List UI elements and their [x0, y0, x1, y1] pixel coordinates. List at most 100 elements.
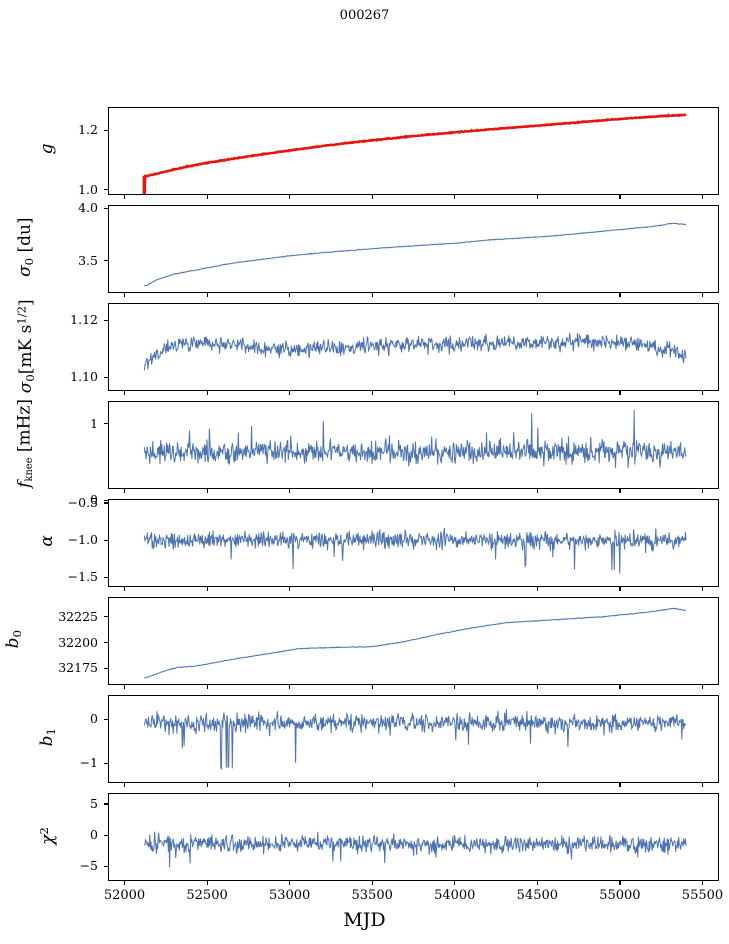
y-tick-mark	[104, 642, 108, 644]
x-tick-mark	[701, 195, 704, 199]
x-tick-mark	[454, 783, 456, 787]
x-tick-mark	[206, 685, 208, 689]
y-tick-label: 1.2	[78, 122, 98, 138]
x-tick-mark	[124, 195, 126, 199]
x-tick-mark	[619, 587, 621, 591]
y-tick-mark	[104, 616, 108, 618]
x-tick-mark	[701, 293, 704, 297]
y-tick-mark	[104, 376, 108, 378]
x-tick-mark	[206, 391, 208, 395]
y-tick-mark	[104, 576, 108, 578]
y-tick-mark	[104, 667, 108, 670]
y-axis-label-chi2: χ2	[36, 827, 59, 845]
y-tick-label: −1.5	[67, 569, 98, 585]
y-tick-mark	[104, 319, 108, 322]
x-tick-mark	[371, 587, 373, 591]
y-tick-label: −1.0	[67, 532, 98, 548]
x-tick-mark	[289, 783, 291, 787]
y-tick-mark	[104, 260, 108, 262]
y-tick-label: 0	[90, 492, 98, 508]
x-tick-mark	[371, 783, 373, 787]
y-tick-mark	[104, 502, 108, 504]
x-tick-mark	[536, 195, 538, 199]
y-axis-label-alpha: α	[37, 535, 58, 547]
x-tick-label: 54500	[516, 888, 559, 903]
plot-panel-b0	[108, 597, 719, 685]
y-tick-mark	[104, 718, 108, 720]
x-tick-mark	[619, 783, 621, 787]
x-tick-mark	[289, 195, 291, 199]
data-line-fknee	[143, 410, 687, 469]
x-tick-mark	[124, 685, 126, 689]
x-tick-mark	[206, 489, 208, 493]
y-tick-mark	[104, 207, 108, 209]
x-tick-mark	[124, 881, 126, 885]
y-tick-label: 1.10	[70, 369, 98, 385]
y-tick-label: −1	[79, 755, 98, 771]
x-tick-mark	[454, 195, 456, 199]
y-axis-label-sigma0-du: σ0 [du]	[14, 217, 37, 277]
x-tick-label: 53500	[351, 888, 393, 903]
y-tick-label: 1	[90, 415, 98, 431]
plot-panel-sigma0-mk	[108, 303, 719, 391]
x-tick-mark	[536, 293, 538, 297]
x-tick-mark	[701, 685, 704, 689]
x-tick-mark	[454, 881, 456, 885]
x-tick-mark	[371, 195, 373, 199]
x-tick-mark	[206, 783, 208, 787]
x-tick-mark	[454, 587, 456, 591]
y-tick-mark	[104, 803, 108, 805]
y-tick-mark	[104, 189, 108, 191]
x-tick-mark	[124, 391, 126, 395]
x-tick-mark	[619, 685, 621, 689]
y-axis-label-fknee: fknee [mHz]	[14, 398, 36, 488]
plot-panel-alpha	[108, 499, 719, 587]
y-tick-label: 0	[90, 827, 98, 843]
data-line-gain	[144, 114, 687, 191]
x-tick-mark	[619, 293, 621, 297]
x-tick-mark	[701, 783, 704, 787]
y-tick-mark	[104, 129, 108, 131]
y-axis-label-gain: g	[37, 143, 58, 155]
y-tick-label: 4.0	[78, 200, 98, 216]
x-tick-mark	[124, 783, 126, 787]
plot-panel-fknee	[108, 401, 719, 489]
data-line-b1	[143, 709, 687, 770]
plot-panel-gain	[108, 107, 719, 195]
x-tick-mark	[206, 587, 208, 591]
x-tick-mark	[289, 881, 291, 885]
x-tick-mark	[536, 783, 538, 787]
y-tick-label: −5	[79, 858, 98, 874]
y-tick-mark	[104, 865, 108, 867]
figure-title: 000267	[339, 8, 390, 23]
x-tick-mark	[701, 881, 704, 885]
x-tick-label: 55500	[681, 888, 724, 903]
x-tick-mark	[371, 881, 373, 885]
y-axis-label-b1: b1	[36, 728, 59, 747]
y-tick-label: 3.5	[78, 252, 98, 268]
plot-panel-b1	[108, 695, 719, 783]
x-tick-label: 53000	[268, 888, 311, 903]
x-tick-mark	[371, 391, 373, 395]
x-tick-mark	[206, 881, 208, 885]
x-tick-mark	[454, 293, 456, 297]
x-axis-label: MJD	[343, 909, 386, 931]
x-tick-mark	[701, 587, 704, 591]
x-tick-mark	[536, 685, 538, 689]
data-line-sigma0-mk	[143, 332, 687, 371]
y-tick-mark	[104, 539, 108, 541]
x-tick-mark	[371, 293, 373, 297]
y-tick-mark	[104, 499, 108, 501]
x-tick-mark	[701, 391, 704, 395]
x-tick-mark	[289, 489, 291, 493]
x-tick-mark	[206, 195, 208, 199]
x-tick-mark	[289, 391, 291, 395]
x-tick-mark	[371, 489, 373, 493]
x-tick-label: 55000	[599, 888, 641, 903]
y-tick-mark	[104, 762, 108, 764]
y-tick-mark	[104, 834, 108, 836]
x-tick-mark	[124, 587, 126, 591]
x-tick-label: 52000	[103, 888, 146, 903]
y-tick-label: 32225	[58, 608, 98, 624]
x-tick-mark	[289, 293, 291, 297]
